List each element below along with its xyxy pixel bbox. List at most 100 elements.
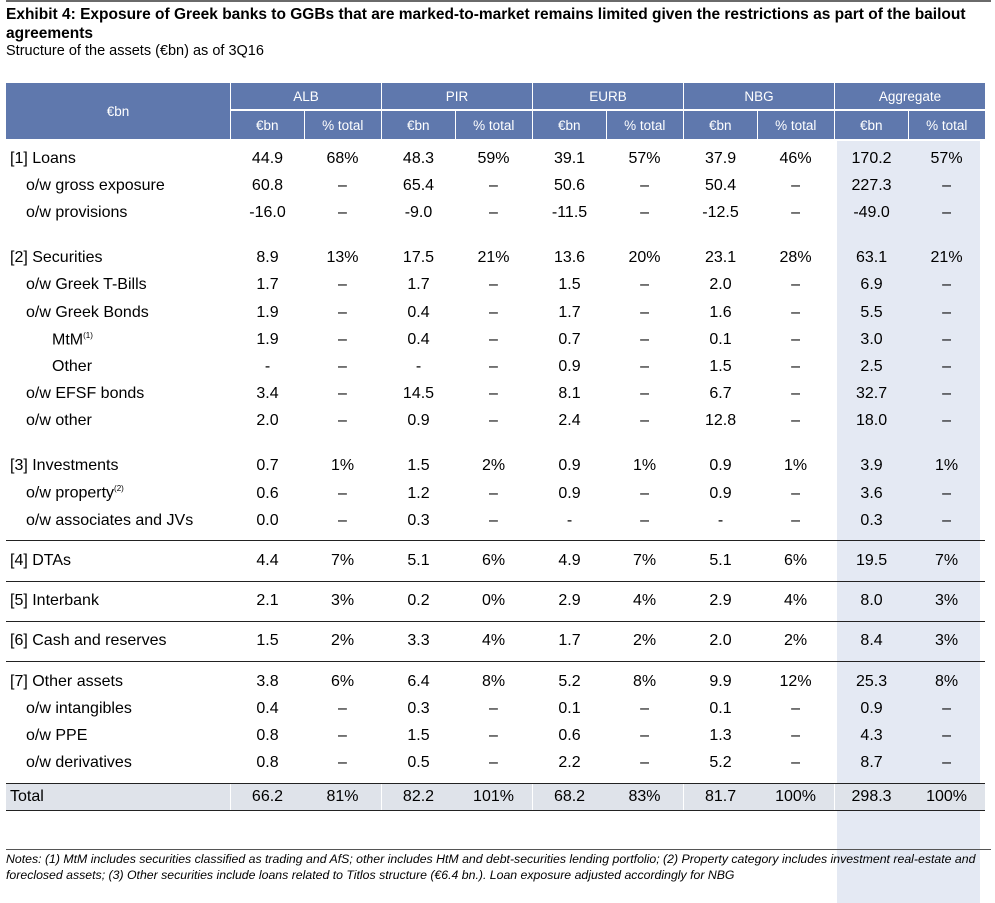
pct-cell: – — [338, 699, 347, 717]
pct-cell: – — [338, 176, 347, 194]
value-cell: 48.3 — [402, 149, 435, 167]
row-label: o/w intangibles — [6, 695, 230, 722]
value-cell: 8.0 — [860, 592, 883, 610]
value-cell: 1.7 — [558, 303, 581, 321]
row-label-text: o/w property — [26, 484, 115, 502]
row-label: [4] DTAs — [6, 547, 230, 574]
pct-cell: 3% — [934, 632, 959, 650]
value-cell: 6.4 — [407, 672, 430, 690]
pct-cell: – — [489, 511, 498, 529]
asset-structure-table-wrapper: €bn ALB PIR EURB NBG Aggregate €bn % tot… — [6, 83, 986, 903]
value-cell: -49.0 — [853, 203, 890, 221]
bank-header-row: €bn ALB PIR EURB NBG Aggregate — [6, 83, 986, 139]
bank-header-eurb: EURB — [533, 83, 684, 111]
value-cell: 65.4 — [402, 176, 435, 194]
pct-cell: – — [640, 303, 649, 321]
row-label: [6] Cash and reserves — [6, 628, 230, 655]
sub-header-pct: % total — [757, 110, 835, 139]
pct-cell: 2% — [632, 632, 657, 650]
value-cell: 2.9 — [558, 592, 581, 610]
pct-cell: – — [942, 330, 951, 348]
row-label-text: o/w Greek T-Bills — [26, 276, 147, 294]
value-cell: 5.5 — [860, 303, 883, 321]
pct-cell: – — [489, 203, 498, 221]
value-cell: 50.6 — [553, 176, 586, 194]
value-cell: 0.4 — [407, 303, 430, 321]
pct-cell: – — [791, 484, 800, 502]
value-cell: 6.9 — [860, 276, 883, 294]
table-row: [5] Interbank 2.1 3% 0.2 0% 2.9 4% 2.9 4% 8.0 3% — [6, 587, 985, 615]
pct-cell: 2% — [330, 632, 355, 650]
pct-cell: – — [338, 726, 347, 744]
row-label-text: [3] Investments — [10, 457, 119, 475]
table-row: o/w Greek T-Bills 1.7 – 1.7 – 1.5 – 2.0 – 6.9 – — [6, 271, 985, 299]
pct-cell: – — [942, 484, 951, 502]
row-label-text: Total — [10, 787, 44, 805]
value-cell: -9.0 — [404, 203, 433, 221]
section-divider — [6, 621, 986, 622]
bank-header-aggregate: Aggregate — [835, 83, 986, 111]
pct-cell: 101% — [455, 782, 533, 811]
value-cell: 0.9 — [558, 357, 581, 375]
row-label-text: o/w PPE — [26, 726, 88, 744]
value-cell: 12.8 — [704, 412, 737, 430]
table-row: MtM(1) 1.9 – 0.4 – 0.7 – 0.1 – 3.0 – — [6, 326, 985, 354]
value-cell: 1.9 — [256, 330, 279, 348]
value-cell: 3.9 — [860, 457, 883, 475]
table-row: [1] Loans 44.9 68% 48.3 59% 39.1 57% 37.9 46% 170… — [6, 145, 985, 173]
pct-cell: – — [942, 276, 951, 294]
sub-header-value: €bn — [533, 110, 607, 139]
row-label-text: [6] Cash and reserves — [10, 632, 167, 650]
value-cell: 23.1 — [704, 249, 737, 267]
asset-structure-table: €bn ALB PIR EURB NBG Aggregate €bn % tot… — [6, 83, 986, 811]
value-cell: 9.9 — [709, 672, 732, 690]
pct-cell: – — [791, 303, 800, 321]
bank-header-alb: ALB — [231, 83, 381, 111]
table-row: o/w EFSF bonds 3.4 – 14.5 – 8.1 – 6.7 – 32.7 – — [6, 380, 985, 408]
value-cell: 1.3 — [709, 726, 732, 744]
table-row: o/w gross exposure 60.8 – 65.4 – 50.6 – 50.4 – 22… — [6, 172, 985, 200]
pct-cell: – — [489, 412, 498, 430]
table-notes: Notes: (1) MtM includes securities class… — [6, 849, 991, 883]
value-cell: 0.9 — [558, 484, 581, 502]
table-row: o/w intangibles 0.4 – 0.3 – 0.1 – 0.1 – 0.9 – — [6, 695, 985, 723]
value-cell: 50.4 — [704, 176, 737, 194]
value-cell: 2.1 — [256, 592, 279, 610]
pct-cell: – — [791, 330, 800, 348]
pct-cell: 8% — [632, 672, 657, 690]
pct-cell: – — [791, 412, 800, 430]
value-cell: 5.2 — [558, 672, 581, 690]
pct-cell: 7% — [934, 552, 959, 570]
row-label-text: Other — [52, 357, 93, 375]
pct-cell: – — [640, 511, 649, 529]
value-cell: 2.0 — [256, 412, 279, 430]
corner-unit-label: €bn — [6, 83, 230, 139]
pct-cell: – — [942, 303, 951, 321]
value-cell: 8.9 — [256, 249, 279, 267]
pct-cell: 3% — [330, 592, 355, 610]
row-label-text: [7] Other assets — [10, 672, 123, 690]
value-cell: 0.6 — [558, 726, 581, 744]
pct-cell: – — [489, 754, 498, 772]
table-row: [7] Other assets 3.8 6% 6.4 8% 5.2 8% 9.9 12% 25.… — [6, 668, 985, 696]
value-cell: 13.6 — [553, 249, 586, 267]
row-label-text: [5] Interbank — [10, 592, 99, 610]
row-label: o/w other — [6, 408, 230, 435]
value-cell: 82.2 — [382, 782, 455, 811]
value-cell: 0.9 — [407, 412, 430, 430]
value-cell: 63.1 — [855, 249, 888, 267]
row-label: Total — [6, 782, 230, 811]
value-cell: 0.4 — [407, 330, 430, 348]
value-cell: 0.3 — [407, 511, 430, 529]
value-cell: 0.2 — [407, 592, 430, 610]
pct-cell: 21% — [477, 249, 510, 267]
pct-cell: 59% — [477, 149, 510, 167]
pct-cell: 4% — [783, 592, 808, 610]
pct-cell: – — [942, 754, 951, 772]
pct-cell: – — [640, 726, 649, 744]
pct-cell: – — [640, 176, 649, 194]
value-cell: 170.2 — [851, 149, 892, 167]
value-cell: 0.1 — [709, 330, 732, 348]
pct-cell: – — [489, 484, 498, 502]
sub-header-pct: % total — [908, 110, 986, 139]
